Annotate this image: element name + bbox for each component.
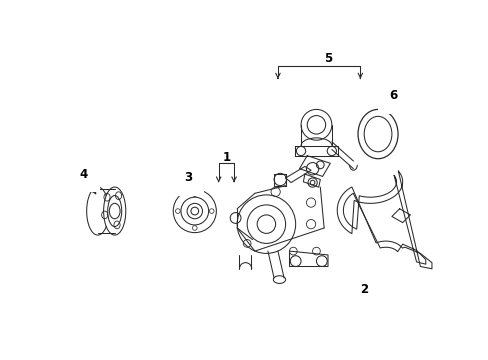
Text: 1: 1 xyxy=(222,150,230,164)
Text: 4: 4 xyxy=(80,168,88,181)
Text: 6: 6 xyxy=(388,89,397,102)
Text: 2: 2 xyxy=(359,283,367,296)
Text: 5: 5 xyxy=(323,52,331,65)
Text: 3: 3 xyxy=(183,171,191,184)
